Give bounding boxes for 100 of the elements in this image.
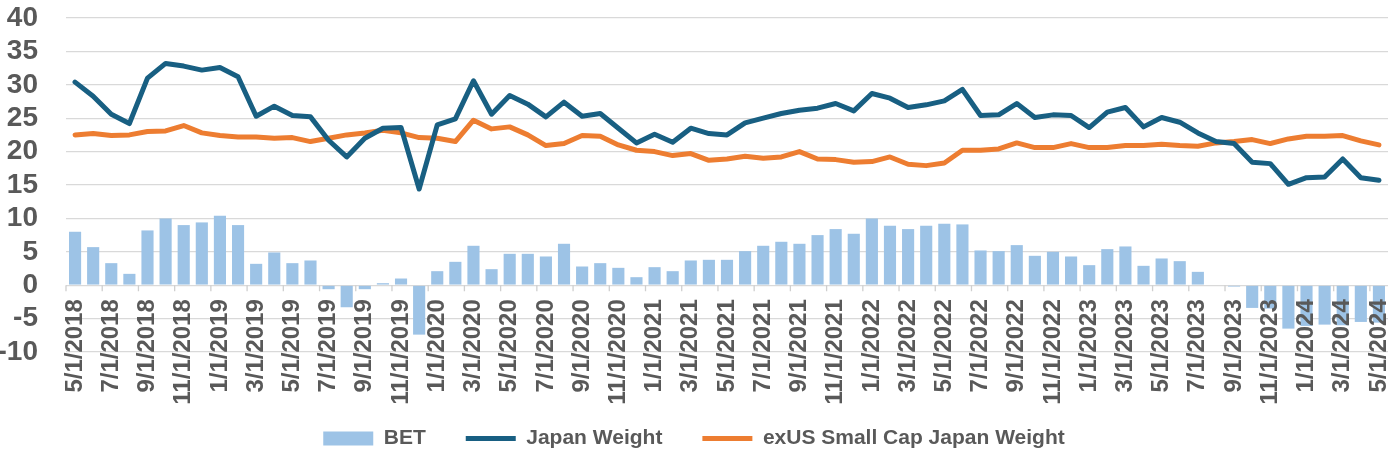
- bar: [485, 269, 498, 285]
- bar: [1028, 255, 1041, 285]
- legend-label: BET: [383, 425, 426, 449]
- x-tick-label: 11/1/2020: [602, 299, 630, 405]
- bar: [304, 260, 317, 285]
- bar: [1119, 246, 1132, 285]
- x-tick-label: 5/1/2020: [494, 299, 522, 393]
- bar: [666, 271, 679, 285]
- bar: [340, 285, 353, 308]
- bar: [503, 253, 516, 285]
- bar: [757, 245, 770, 285]
- bar: [594, 263, 607, 285]
- bar: [213, 215, 226, 285]
- bar: [87, 247, 100, 285]
- y-tick-label: 35: [6, 34, 38, 66]
- x-tick-label: 5/1/2019: [276, 299, 304, 393]
- bar: [1173, 261, 1186, 285]
- bar: [250, 263, 263, 285]
- bar: [177, 225, 190, 285]
- bar: [1246, 285, 1259, 308]
- x-tick-label: 3/1/2024: [1327, 298, 1355, 393]
- x-tick-label: 9/1/2018: [132, 299, 160, 393]
- x-tick-label: 1/1/2022: [856, 299, 884, 393]
- bar: [630, 277, 643, 285]
- bar: [141, 230, 154, 285]
- bar: [811, 235, 824, 285]
- x-tick-label: 7/1/2019: [313, 299, 341, 393]
- x-tick-label: 7/1/2021: [747, 299, 775, 393]
- x-tick-label: 7/1/2020: [530, 299, 558, 393]
- bar: [1101, 249, 1114, 285]
- bar: [902, 229, 915, 285]
- bar: [974, 250, 987, 285]
- bar: [920, 225, 933, 285]
- bar: [702, 259, 715, 285]
- x-tick-label: 3/1/2021: [675, 299, 703, 393]
- x-tick-label: 5/1/2018: [59, 299, 87, 393]
- bar: [268, 252, 281, 285]
- x-tick-label: 5/1/2022: [928, 299, 956, 393]
- bar: [847, 233, 860, 285]
- y-tick-label: 10: [6, 201, 38, 233]
- bar: [1046, 251, 1060, 285]
- bar: [865, 218, 878, 285]
- bar: [394, 278, 408, 285]
- bar: [68, 231, 82, 285]
- x-tick-label: 1/1/2021: [639, 299, 667, 393]
- x-tick-label: 1/1/2019: [204, 299, 232, 393]
- x-tick-label: 5/1/2024: [1363, 298, 1390, 393]
- bar: [413, 285, 426, 335]
- bar: [883, 225, 897, 285]
- bar: [1065, 256, 1078, 285]
- bar: [539, 256, 552, 285]
- legend-label: Japan Weight: [526, 425, 663, 449]
- x-tick-label: 9/1/2020: [566, 299, 594, 393]
- bar: [449, 261, 462, 285]
- bar: [195, 222, 208, 285]
- bar: [1191, 271, 1204, 285]
- x-tick-label: 7/1/2022: [965, 299, 993, 393]
- bar: [829, 229, 842, 285]
- bar: [521, 253, 534, 285]
- legend-label: exUS Small Cap Japan Weight: [762, 425, 1065, 449]
- bar: [1137, 265, 1150, 285]
- bar: [684, 260, 697, 285]
- bar: [105, 263, 118, 285]
- x-tick-label: 11/1/2019: [385, 299, 413, 405]
- bar: [1318, 285, 1331, 325]
- bar: [431, 271, 444, 285]
- x-tick-label: 9/1/2021: [784, 299, 812, 393]
- x-tick-label: 3/1/2019: [240, 299, 268, 393]
- bar: [159, 218, 172, 285]
- bar: [1282, 285, 1295, 329]
- bar: [1155, 258, 1168, 285]
- bar: [1083, 265, 1096, 285]
- y-tick-label: 25: [6, 100, 38, 132]
- bar: [576, 266, 589, 285]
- bar: [938, 223, 951, 285]
- bar: [720, 259, 734, 285]
- x-tick-label: 11/1/2023: [1254, 299, 1282, 405]
- bar: [612, 267, 625, 285]
- x-tick-label: 9/1/2023: [1218, 299, 1246, 393]
- y-tick-label: 5: [22, 234, 38, 266]
- x-tick-label: 3/1/2020: [458, 299, 486, 393]
- bar: [956, 224, 969, 285]
- y-tick-label: 15: [6, 167, 38, 199]
- x-tick-label: 7/1/2018: [95, 299, 123, 393]
- bar: [775, 241, 788, 285]
- x-tick-label: 9/1/2019: [349, 299, 377, 393]
- bar: [1010, 245, 1023, 285]
- y-tick-label: 40: [6, 0, 38, 32]
- bar: [231, 225, 245, 285]
- y-tick-label: 30: [6, 67, 38, 99]
- bar: [286, 263, 299, 285]
- bar: [793, 243, 806, 285]
- bar: [1354, 285, 1367, 322]
- x-tick-label: 5/1/2021: [711, 299, 739, 393]
- x-tick-label: 3/1/2023: [1110, 299, 1138, 393]
- bar: [992, 251, 1005, 285]
- bar: [648, 267, 661, 285]
- x-tick-label: 9/1/2022: [1001, 299, 1029, 393]
- bar: [557, 243, 571, 285]
- x-tick-label: 7/1/2023: [1182, 299, 1210, 393]
